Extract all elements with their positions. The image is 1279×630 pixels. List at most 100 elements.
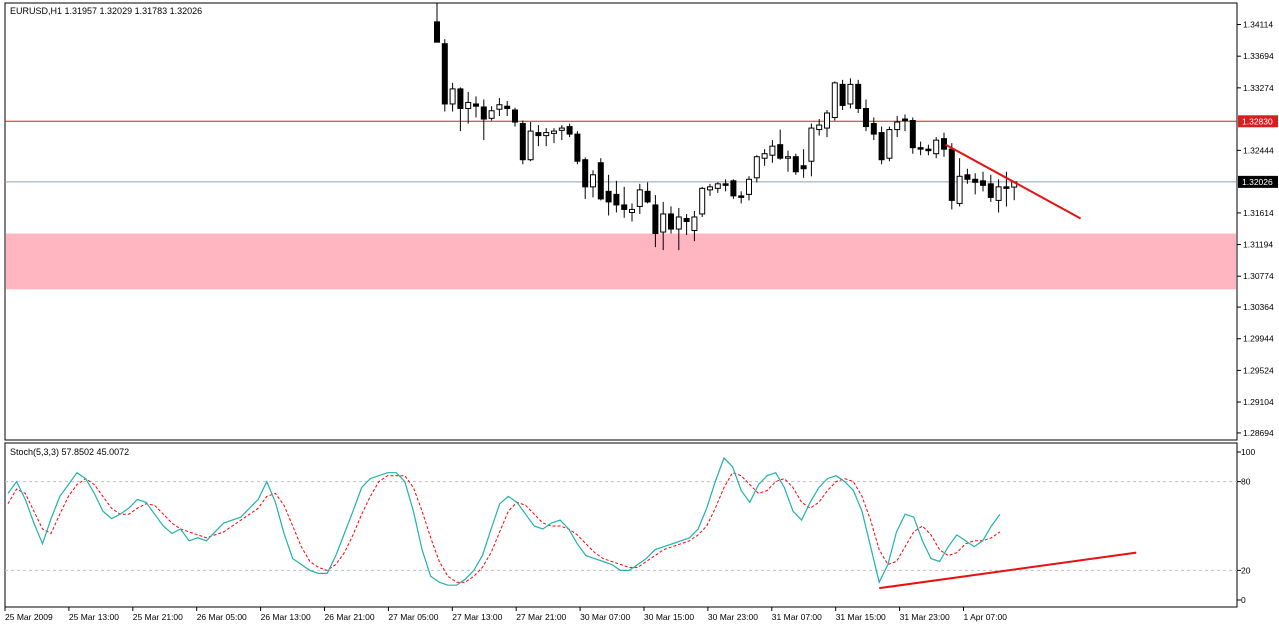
bull-candle-body (753, 156, 760, 179)
candle (699, 186, 706, 217)
candle (863, 99, 869, 132)
candle (972, 173, 979, 195)
bear-candle-body (839, 83, 846, 106)
candle (590, 170, 596, 198)
candle (847, 78, 854, 109)
bear-candle-body (605, 190, 612, 203)
bull-candle-body (894, 121, 901, 131)
candle (434, 3, 440, 43)
support-zone (6, 233, 1236, 290)
candle (941, 132, 947, 157)
candle (777, 129, 784, 160)
candle (917, 141, 924, 156)
candle (621, 186, 628, 218)
candle (683, 213, 690, 236)
bear-candle-body (738, 195, 745, 198)
candle (714, 182, 721, 193)
time-tick-label: 26 Mar 05:00 (197, 612, 247, 622)
candle (933, 137, 940, 159)
candle (831, 81, 838, 121)
bull-candle-body (824, 112, 830, 129)
candle (925, 144, 932, 156)
bear-candle-body (941, 138, 947, 150)
bear-candle-body (792, 156, 799, 173)
bull-candle-body (636, 189, 643, 207)
candle (956, 158, 963, 207)
candle (644, 182, 651, 204)
time-tick-label: 27 Mar 13:00 (452, 612, 502, 622)
candle (636, 183, 643, 214)
candle (839, 79, 846, 110)
candle (668, 206, 674, 234)
price-tick-label: 1.31194 (1243, 240, 1273, 250)
time-tick-label: 31 Mar 23:00 (900, 612, 950, 622)
candle (707, 183, 713, 196)
bear-candle-body (964, 174, 971, 180)
bull-candle-body (847, 83, 854, 105)
bear-candle-body (980, 180, 986, 186)
candle (746, 176, 752, 201)
candle (792, 153, 799, 175)
bull-candle-body (956, 175, 963, 204)
bear-candle-body (434, 21, 440, 43)
candle (535, 125, 542, 147)
time-tick-label: 27 Mar 21:00 (516, 612, 566, 622)
bear-candle-body (473, 103, 479, 107)
time-tick-label: 27 Mar 05:00 (388, 612, 438, 622)
bear-candle-body (683, 217, 690, 222)
bear-candle-body (800, 165, 807, 170)
time-tick-label: 1 Apr 07:00 (964, 612, 1008, 622)
bull-candle-body (808, 127, 815, 162)
stoch-tick-label: 80 (1241, 477, 1251, 487)
bear-candle-body (972, 178, 979, 183)
candle (558, 125, 565, 141)
stoch-tick-label: 100 (1241, 447, 1255, 457)
candle (473, 96, 479, 118)
candle (761, 149, 768, 166)
candle (597, 158, 604, 201)
bear-candle-body (668, 213, 674, 230)
candle (675, 207, 682, 251)
price-panel-frame (4, 2, 1238, 441)
bear-candle-body (644, 190, 651, 203)
bull-candle-body (527, 130, 534, 161)
candle (878, 126, 885, 165)
bull-candle-body (660, 213, 667, 233)
candle (480, 99, 487, 141)
bull-candle-body (746, 178, 752, 195)
candle (629, 203, 635, 222)
price-tick-label: 1.32444 (1243, 145, 1274, 155)
candle (808, 123, 815, 177)
candle (566, 123, 573, 138)
bull-candle-body (449, 88, 456, 105)
time-tick-label: 31 Mar 07:00 (772, 612, 822, 622)
bear-candle-body (597, 162, 604, 200)
symbol-header: EURUSD,H1 1.31957 1.32029 1.31783 1.3202… (10, 6, 202, 16)
bear-candle-body (613, 193, 620, 206)
bear-candle-body (917, 147, 924, 150)
resistance-price-box (1238, 115, 1278, 128)
bear-candle-body (504, 105, 511, 109)
bear-candle-body (457, 88, 464, 109)
bull-candle-body (629, 208, 635, 213)
bull-candle-body (933, 139, 940, 155)
price-panel[interactable] (5, 3, 1237, 290)
candle (738, 191, 745, 204)
candle (519, 120, 526, 165)
bear-candle-body (566, 126, 573, 135)
candle (613, 180, 620, 213)
candle (730, 179, 737, 199)
candle (816, 119, 823, 136)
bear-candle-body (909, 120, 916, 149)
bull-candle-body (761, 153, 768, 159)
bear-candle-body (948, 148, 955, 201)
current-price-label: 1.32026 (1242, 177, 1273, 187)
axes: 1.34114 1.33694 1.33274 1.32444 1.31614 1.311… (4, 20, 1278, 622)
bull-candle-body (769, 145, 776, 156)
stochastic-panel[interactable] (5, 456, 1237, 590)
price-trendline (945, 143, 1082, 220)
current-price-box (1238, 175, 1278, 188)
bear-candle-body (582, 159, 589, 188)
bear-candle-body (987, 183, 994, 198)
